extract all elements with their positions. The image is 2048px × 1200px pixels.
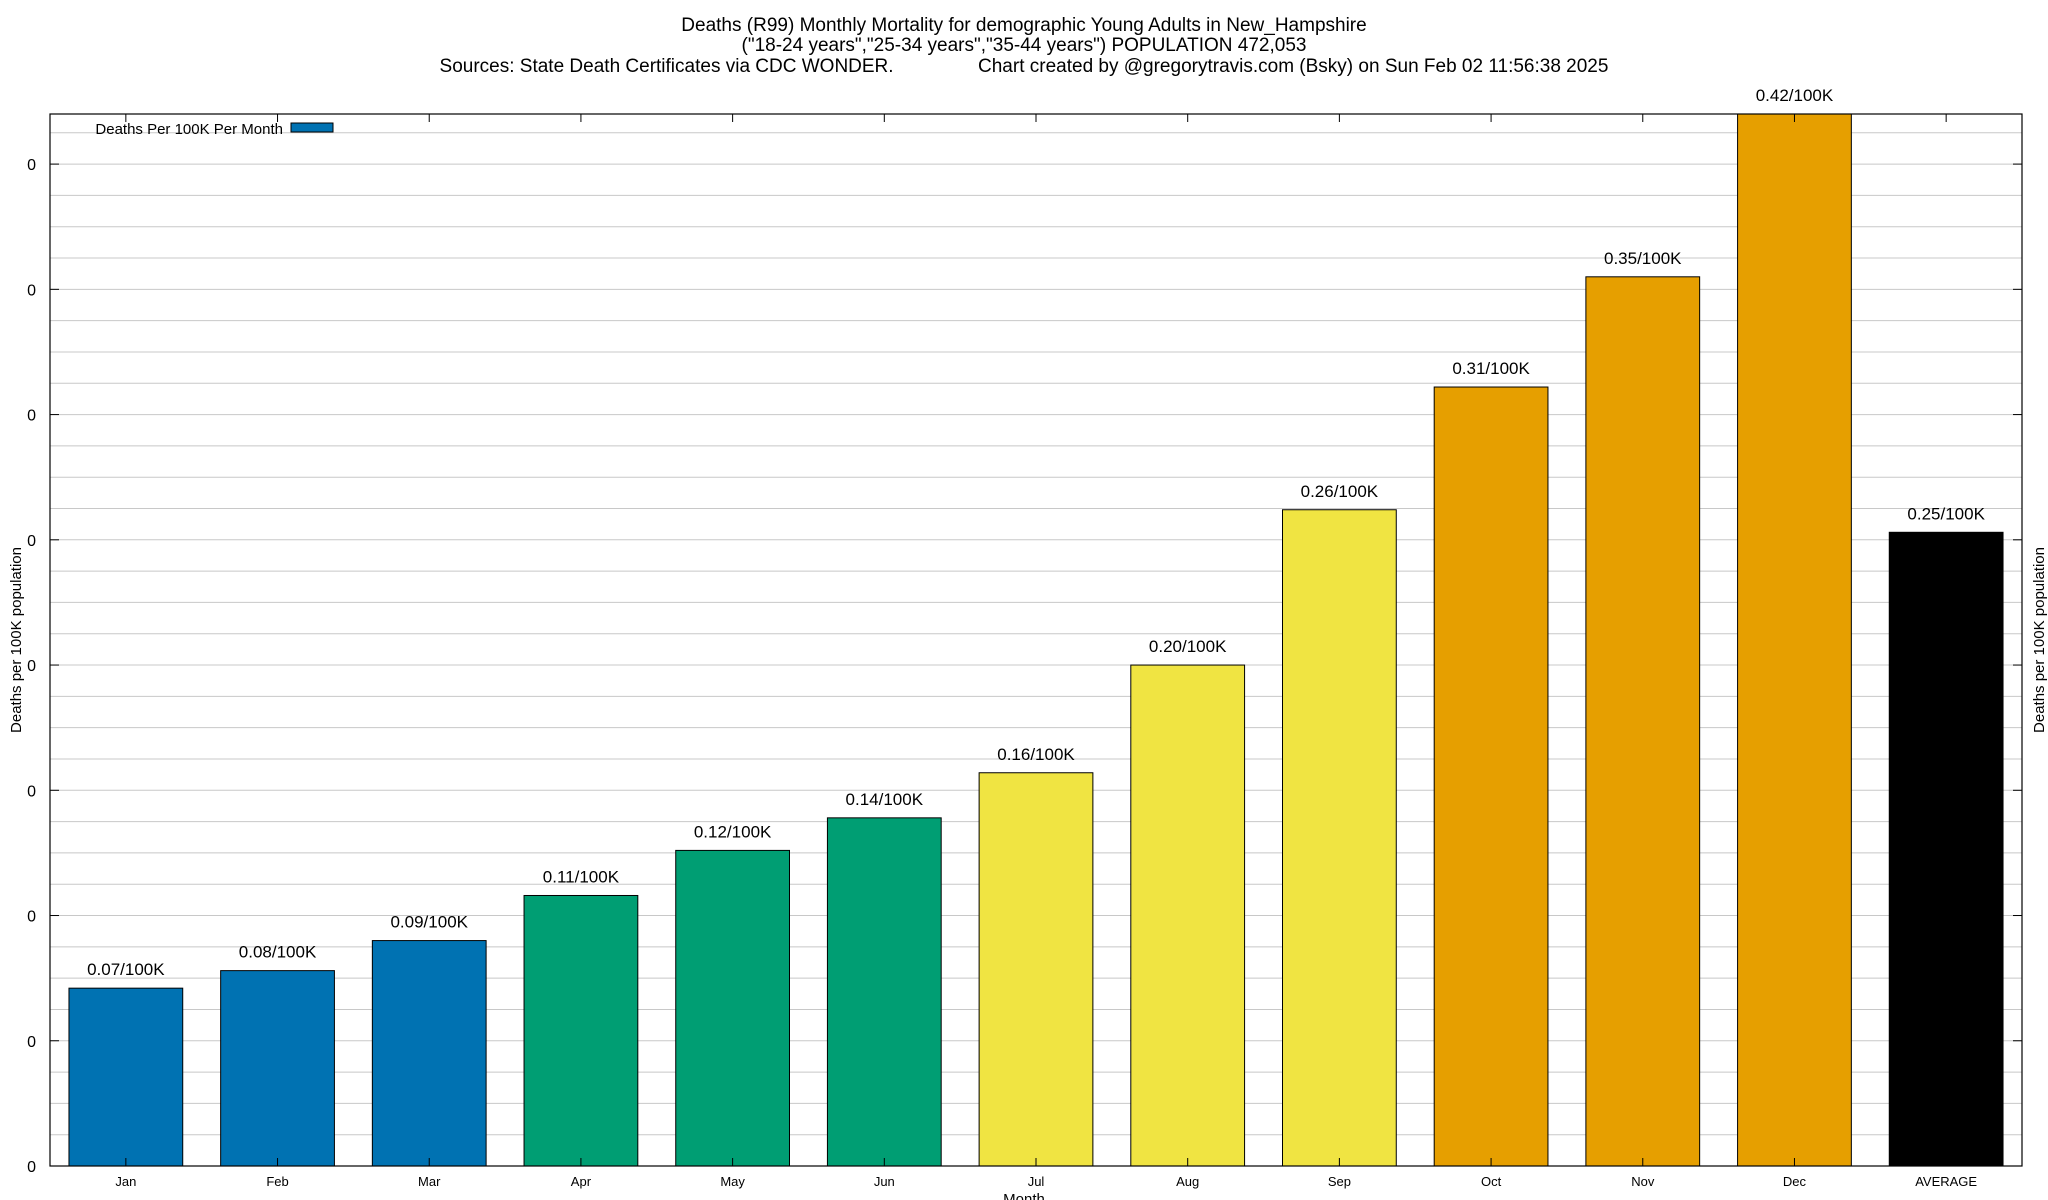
- bar-mar: [371, 940, 487, 1167]
- x-tick-label: Mar: [418, 1174, 441, 1189]
- data-label: 0.26/100K: [1301, 482, 1379, 501]
- data-label: 0.07/100K: [87, 960, 165, 979]
- chart-title-line-1: Deaths (R99) Monthly Mortality for demog…: [681, 15, 1366, 36]
- x-tick-label: Jul: [1028, 1174, 1045, 1189]
- bar-feb: [220, 970, 335, 1167]
- data-label: 0.25/100K: [1907, 504, 1985, 523]
- y-tick-label: 0: [27, 533, 36, 550]
- x-tick-label: Aug: [1176, 1174, 1199, 1189]
- legend-label: Deaths Per 100K Per Month: [95, 121, 283, 138]
- bar-oct: [1433, 386, 1549, 1167]
- bar-jan: [68, 987, 184, 1167]
- data-label: 0.09/100K: [390, 913, 468, 932]
- y-axis-label-left: Deaths per 100K population: [8, 547, 25, 733]
- data-label: 0.35/100K: [1604, 249, 1682, 268]
- y-tick-label: 0: [27, 408, 36, 425]
- bar-aug: [1130, 664, 1246, 1167]
- x-axis-label: Month: [1003, 1191, 1045, 1200]
- x-tick-label: Sep: [1328, 1174, 1351, 1189]
- x-tick-label: Feb: [266, 1174, 288, 1189]
- bar-apr: [523, 894, 639, 1167]
- data-label: 0.11/100K: [543, 867, 620, 886]
- x-tick-label: Dec: [1783, 1174, 1807, 1189]
- y-axis-label-right: Deaths per 100K population: [2031, 547, 2048, 733]
- x-tick-label: AVERAGE: [1915, 1174, 1977, 1189]
- x-tick-label: Nov: [1631, 1174, 1655, 1189]
- data-label: 0.20/100K: [1149, 637, 1227, 656]
- data-label: 0.08/100K: [239, 943, 317, 962]
- legend: Deaths Per 100K Per Month: [95, 121, 334, 138]
- x-tick-label: Jan: [115, 1174, 136, 1189]
- x-axis-ticks: Jan Feb Mar Apr May Jun Jul Aug Sep Oct Nov Dec AVER…: [115, 114, 1977, 1189]
- bar-jul: [978, 772, 1094, 1167]
- y-axis-ticks: 0 0 0 0 0 0 0 0 0: [27, 157, 2022, 1176]
- y-tick-label: 0: [27, 783, 36, 800]
- bar-jun: [826, 817, 942, 1167]
- y-tick-label: 0: [27, 658, 36, 675]
- data-label: 0.12/100K: [694, 822, 772, 841]
- x-tick-label: Jun: [874, 1174, 895, 1189]
- data-label: 0.31/100K: [1452, 359, 1530, 378]
- bar-nov: [1585, 276, 1701, 1167]
- data-label: 0.14/100K: [846, 790, 924, 809]
- bar-sep: [1282, 509, 1397, 1167]
- bar-dec: [1737, 113, 1852, 1167]
- x-tick-label: Apr: [571, 1174, 592, 1189]
- y-tick-label: 0: [27, 157, 36, 174]
- bar-may: [675, 849, 791, 1167]
- chart-title: Deaths (R99) Monthly Mortality for demog…: [440, 15, 1609, 77]
- x-tick-label: Oct: [1481, 1174, 1502, 1189]
- bar-average: [1888, 531, 2004, 1167]
- chart-subtitle-line-2: ("18-24 years","25-34 years","35-44 year…: [742, 35, 1307, 56]
- bars: [68, 113, 2004, 1167]
- value-labels: 0.07/100K 0.08/100K 0.09/100K 0.11/100K 0.12…: [87, 86, 1985, 979]
- y-tick-label: 0: [27, 1034, 36, 1051]
- data-label: 0.42/100K: [1756, 86, 1834, 105]
- data-label: 0.16/100K: [997, 745, 1075, 764]
- legend-swatch: [290, 122, 334, 133]
- x-tick-label: May: [720, 1174, 745, 1189]
- chart-subtitle-line-3: Sources: State Death Certificates via CD…: [440, 56, 1609, 77]
- y-tick-label: 0: [27, 282, 36, 299]
- y-tick-label: 0: [27, 1159, 36, 1176]
- y-tick-label: 0: [27, 909, 36, 926]
